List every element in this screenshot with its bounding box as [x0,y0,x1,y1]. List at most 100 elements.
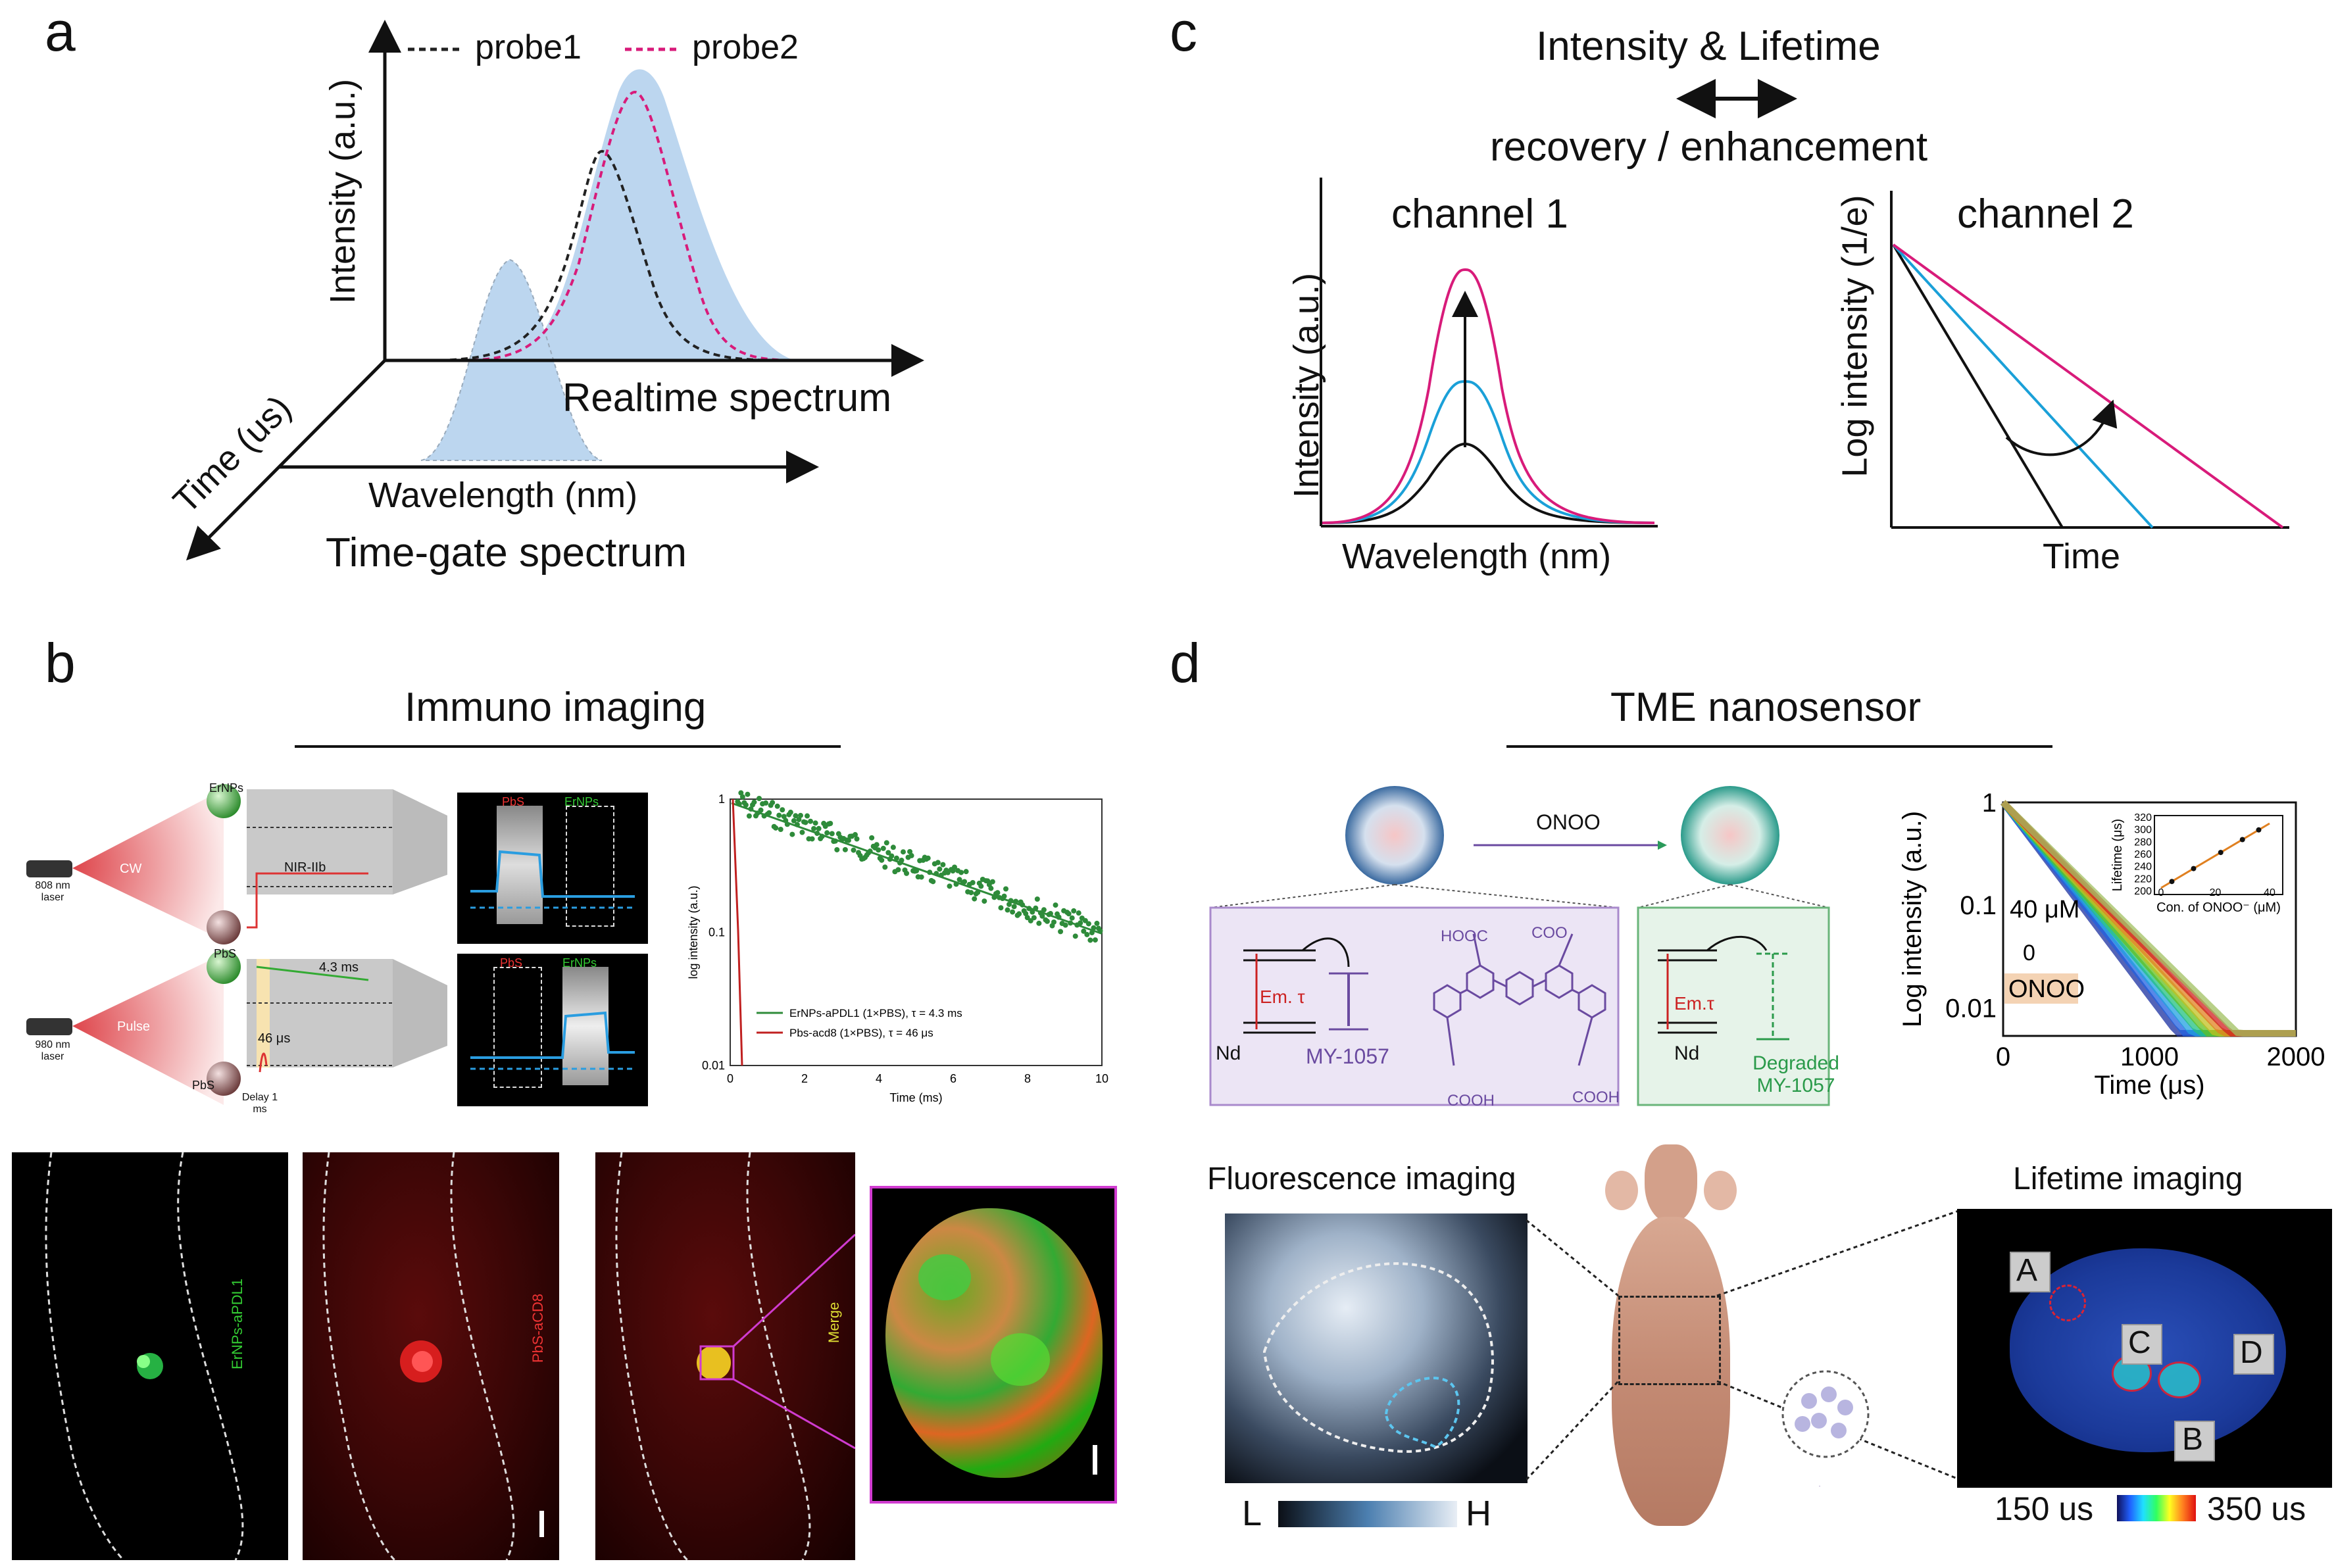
b-ernps-point [869,835,875,841]
b-schematic [26,784,447,1105]
ch1-y-label: Intensity (a.u.) [1287,272,1327,499]
d-inset-ylabel: Lifetime (μs) [2110,819,2125,891]
intensity-colorbar [1278,1501,1457,1527]
b-xlabel: Time (ms) [889,1091,942,1104]
region-a: A [2016,1253,2038,1288]
panel-a-diagram [186,20,924,561]
b-ernps-point [1069,915,1075,921]
d-onoo-text: ONOO [2008,975,2085,1003]
b-ytick: 0.1 [708,926,725,939]
b-ernps-point [1036,920,1042,926]
d-inset-point [2239,837,2245,843]
b-ernps-point [773,825,779,831]
b-xtick: 2 [801,1072,808,1085]
em-tau2-label: Em.τ [1674,993,1714,1014]
b-ernps-point [930,879,936,885]
b-xtick: 6 [950,1072,957,1085]
b-ytick: 0.01 [702,1059,725,1072]
b-ernps-point [851,847,857,853]
b-ernps-point [763,800,769,806]
b-ernps-point [995,890,1001,896]
d-inset-ytick: 200 [2134,886,2152,897]
micro-image-pbs: PbS-aCD8 [303,1152,559,1560]
b-ernps-point [1039,913,1045,919]
coo-label: COO [1531,924,1568,942]
b-ernps-point [828,821,833,827]
b-ernps-point [962,879,968,885]
b-ernps-point [812,820,818,826]
channel2-label: channel 2 [1957,191,2134,237]
b-ernps-fit [731,802,1103,935]
tme-nanosensor-title: TME nanosensor [1610,685,1922,730]
b-ernps-point [874,842,880,848]
b-ernps-point [829,831,835,837]
probe1-curve [427,149,790,362]
b-ernps-series [735,790,1103,943]
b-ernps-point [816,825,822,831]
b-ernps-point [1094,920,1100,926]
t43-label: 4.3 ms [319,960,359,975]
b-ernps-point [797,812,803,818]
b-ernps-point [1053,902,1058,908]
b-ytick: 1 [718,793,725,806]
b-ernps-point [1023,911,1029,917]
d-xtick: 0 [1996,1042,2010,1071]
b-ernps-point [968,890,974,896]
b-ernps-point [796,817,802,823]
b-ernps-point [1076,910,1081,916]
b-ernps-point [1016,911,1022,917]
b-xtick: 0 [727,1072,733,1085]
b-ernps-point [882,864,888,870]
b-ernps-point [780,807,785,813]
b-ernps-point [1003,886,1009,892]
b-ernps-point [1071,908,1077,914]
ernps-tag-1: ErNPs [564,795,599,808]
b-ernps-point [1011,904,1017,910]
b-ernps-point [757,795,762,801]
region-c: C [2128,1325,2151,1360]
d-inset-ytick: 280 [2134,837,2152,848]
b-ernps-point [1044,918,1050,924]
merge-label: Merge [826,1302,842,1343]
channel1-label: channel 1 [1391,191,1568,237]
b-ernps-point [793,813,799,819]
d-inset-xtick: 0 [2158,887,2164,898]
d-inset-ytick: 260 [2134,849,2152,860]
b-ernps-point [778,827,783,833]
b-xtick: 8 [1024,1072,1031,1085]
d-inset-xlabel: Con. of ONOO⁻ (μM) [2156,900,2281,915]
d-inset-point [2169,879,2175,885]
b-ernps-point [982,898,987,904]
b-ernps-point [824,830,830,836]
legend-probe1: probe1 [475,28,582,66]
b-ernps-point [776,812,782,818]
b-ernps-point [781,814,787,820]
d-inset-xtick: 20 [2210,887,2222,898]
d-inset-ytick: 300 [2134,825,2152,836]
b-ernps-point [989,879,995,885]
b-ernps-point [1041,907,1047,913]
b-ernps-point [1092,937,1098,943]
d-xtick: 2000 [2267,1042,2325,1071]
fluorescence-imaging-title: Fluorescence imaging [1207,1162,1516,1196]
ernps-apdl1-label: ErNPs-aPDL1 [229,1278,245,1369]
b-ernps-point [799,829,805,835]
b-ernps-point [845,837,851,843]
pbs-label-bottom: PbS [192,1079,215,1092]
b-pbs-series [732,798,743,1066]
micro-zoom-merge [870,1186,1117,1504]
legend-probe2: probe2 [692,28,799,66]
colorbar-min: 150 us [1995,1490,2094,1527]
d-ytick: 0.1 [1960,891,1997,920]
pbs-label-top: PbS [214,947,237,960]
colorbar-max: 350 us [2207,1490,2306,1527]
panel-letter-b: b [45,632,76,694]
d-inset-point [2218,850,2224,856]
b-ernps-point [842,846,848,852]
b-ernps-point [738,790,744,796]
nir-image-pulse: PbS ErNPs [457,954,648,1106]
d-ytick: 0.01 [1945,994,1997,1023]
b-decay-chart: 1 0.1 0.010 2 4 6 8 10 Time (ms) log intensity (a… [687,790,1108,1104]
b-ernps-point [952,864,958,870]
d-onoo-box [2004,973,2078,1004]
